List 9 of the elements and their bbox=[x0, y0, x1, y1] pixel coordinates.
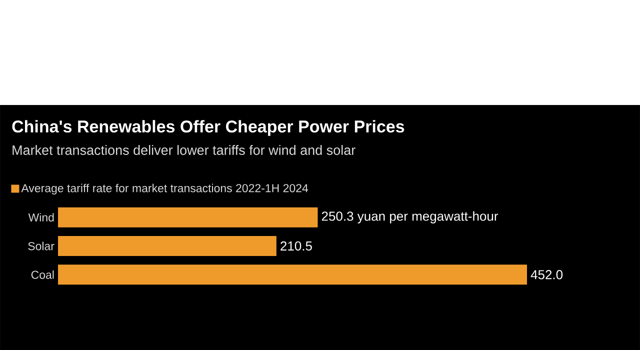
y-tick-label: Wind bbox=[28, 213, 54, 222]
data-label: 250.3 yuan per megawatt-hour bbox=[322, 211, 498, 224]
y-tick-label: Coal bbox=[31, 270, 54, 279]
chart-subtitle: Market transactions deliver lower tariffs for wind and solar bbox=[12, 145, 356, 155]
y-tick-label: Solar bbox=[28, 242, 54, 250]
legend-label: Average tariff rate for market transactions 2022-1H 2024 bbox=[21, 184, 308, 195]
chart-title: China's Renewables Offer Cheaper Power Prices bbox=[12, 120, 404, 136]
data-label: 452.0 bbox=[530, 270, 563, 280]
data-label: 210.5 bbox=[280, 241, 312, 251]
